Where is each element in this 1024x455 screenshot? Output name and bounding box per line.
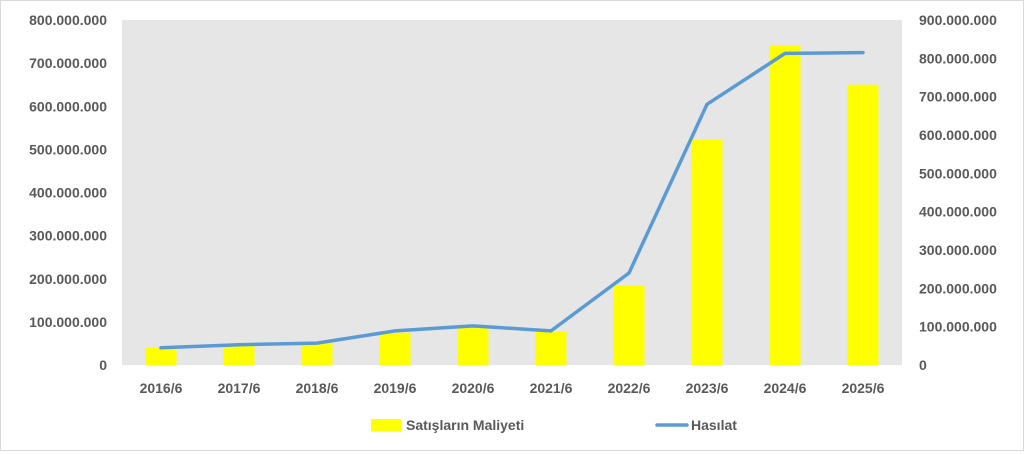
right-axis-tick-label: 100.000.000 — [919, 319, 997, 335]
right-axis-tick-label: 900.000.000 — [919, 12, 997, 28]
x-axis-tick-label: 2020/6 — [452, 380, 495, 396]
bar-2022-6 — [613, 285, 645, 365]
bar-2024-6 — [769, 45, 801, 365]
bar-2016-6 — [145, 347, 177, 366]
left-axis-tick-label: 200.000.000 — [29, 271, 107, 287]
bar-2020-6 — [457, 327, 489, 365]
left-axis-ticks: 0 100.000.000 200.000.000 300.000.000 400.00… — [29, 12, 107, 373]
x-axis-tick-label: 2018/6 — [296, 380, 339, 396]
right-axis-tick-label: 800.000.000 — [919, 50, 997, 66]
right-axis-tick-label: 700.000.000 — [919, 89, 997, 105]
line-series-hasilat — [159, 50, 865, 350]
left-axis-tick-label: 300.000.000 — [29, 228, 107, 244]
left-axis-tick-label: 600.000.000 — [29, 98, 107, 114]
x-axis-tick-label: 2016/6 — [140, 380, 183, 396]
right-axis-tick-label: 200.000.000 — [919, 280, 997, 296]
x-axis-tick-label: 2023/6 — [686, 380, 729, 396]
legend-label-bar: Satışların Maliyeti — [406, 417, 524, 433]
x-axis-tick-label: 2019/6 — [374, 380, 417, 396]
right-axis-tick-label: 400.000.000 — [919, 204, 997, 220]
x-axis-ticks: 2016/6 2017/6 2018/6 2019/6 2020/6 2021/6 2022… — [140, 380, 885, 396]
right-axis-tick-label: 500.000.000 — [919, 165, 997, 181]
legend: Satışların Maliyeti Hasılat — [371, 417, 737, 433]
left-axis-tick-label: 800.000.000 — [29, 12, 107, 28]
legend-label-line: Hasılat — [691, 417, 737, 433]
x-axis-tick-label: 2024/6 — [764, 380, 807, 396]
left-axis-tick-label: 100.000.000 — [29, 314, 107, 330]
x-axis-tick-label: 2022/6 — [608, 380, 651, 396]
left-axis-tick-label: 700.000.000 — [29, 55, 107, 71]
x-axis-tick-label: 2017/6 — [218, 380, 261, 396]
right-axis-tick-label: 300.000.000 — [919, 242, 997, 258]
bar-series-group — [145, 45, 879, 366]
right-axis-ticks: 0 100.000.000 200.000.000 300.000.000 400.00… — [919, 12, 997, 373]
bar-2018-6 — [301, 342, 333, 365]
x-axis-tick-label: 2021/6 — [530, 380, 573, 396]
left-axis-tick-label: 500.000.000 — [29, 141, 107, 157]
bar-2021-6 — [535, 331, 567, 365]
bar-2025-6 — [847, 84, 879, 365]
x-axis-tick-label: 2025/6 — [842, 380, 885, 396]
left-axis-tick-label: 400.000.000 — [29, 185, 107, 201]
right-axis-tick-label: 600.000.000 — [919, 127, 997, 143]
bar-2023-6 — [691, 139, 723, 365]
bar-2019-6 — [379, 332, 411, 365]
left-axis-tick-label: 0 — [99, 357, 107, 373]
bar-2017-6 — [223, 344, 255, 365]
legend-swatch-bar — [371, 419, 401, 431]
right-axis-tick-label: 0 — [919, 357, 927, 373]
